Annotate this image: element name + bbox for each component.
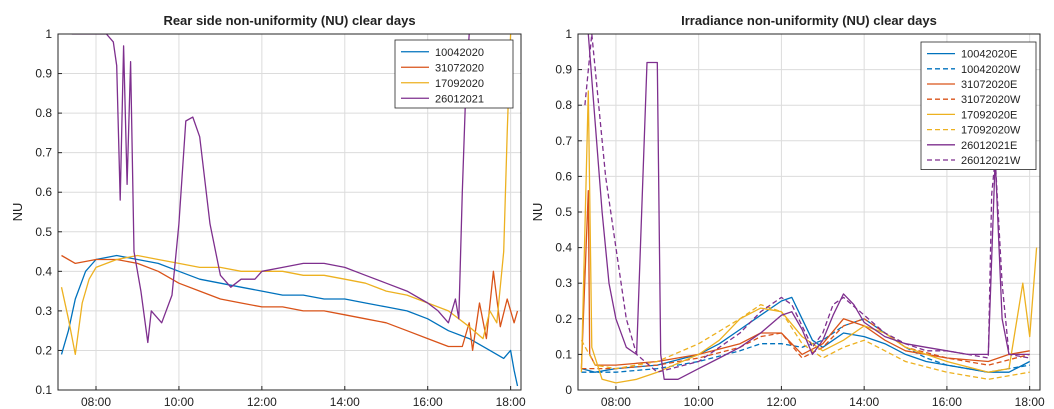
y-tick-label: 0.9 <box>35 67 52 81</box>
x-tick-label: 10:00 <box>684 395 714 409</box>
x-tick-label: 16:00 <box>932 395 962 409</box>
legend-label: 10042020E <box>961 49 1017 61</box>
legend-label: 26012021E <box>961 140 1017 152</box>
y-tick-label: 0.2 <box>35 343 52 357</box>
series-line-17092020W <box>580 303 1030 380</box>
y-tick-label: 0.1 <box>35 383 52 397</box>
x-tick-label: 18:00 <box>496 395 526 409</box>
x-tick-label: 14:00 <box>330 395 360 409</box>
y-tick-label: 0.1 <box>555 347 572 361</box>
series-group <box>60 34 519 387</box>
y-tick-label: 0.5 <box>555 205 572 219</box>
x-tick-label: 12:00 <box>247 395 277 409</box>
legend-label: 10042020 <box>435 47 484 59</box>
legend: 10042020 31072020 17092020 26012021 <box>394 39 514 109</box>
series-line-10042020W <box>581 318 1030 373</box>
x-tick-label: 10:00 <box>164 395 194 409</box>
series-line-26012021 <box>71 34 470 344</box>
y-tick-label: 0.4 <box>35 264 52 278</box>
x-tick-label: 14:00 <box>849 395 879 409</box>
y-tick-label: 0.5 <box>35 225 52 239</box>
y-tick-label: 0.2 <box>555 312 572 326</box>
legend-label: 17092020W <box>961 125 1021 137</box>
legend-label: 31072020W <box>961 94 1021 106</box>
series-line-10042020E <box>581 296 1030 373</box>
x-tick-label: 18:00 <box>1015 395 1045 409</box>
series-line-31072020 <box>61 254 519 352</box>
chart-title: Rear side non-uniformity (NU) clear days <box>163 13 415 28</box>
x-tick-label: 08:00 <box>81 395 111 409</box>
series-line-26012021E <box>587 34 1030 380</box>
x-tick-label: 16:00 <box>413 395 443 409</box>
y-tick-label: 0.3 <box>555 276 572 290</box>
y-tick-label: 0.8 <box>35 106 52 120</box>
y-tick-label: 0.4 <box>555 241 572 255</box>
legend-label: 10042020W <box>961 64 1021 76</box>
y-tick-label: 1 <box>45 27 52 41</box>
series-line-10042020 <box>60 254 519 387</box>
legend-box <box>920 41 1037 170</box>
y-tick-label: 0.7 <box>35 146 52 160</box>
y-tick-label: 0.8 <box>555 98 572 112</box>
series-line-17092020 <box>60 34 512 356</box>
y-tick-label: 0 <box>565 383 572 397</box>
series-line-31072020E <box>580 189 1030 369</box>
chart-panel-2: 0 0.1 0.2 0.3 0.4 0.5 0.6 0.7 0.8 0.9 1 08:00 10:00 1… <box>530 13 1045 409</box>
y-tick-label: 1 <box>565 27 572 41</box>
chart-panel-1: 0.1 0.2 0.3 0.4 0.5 0.6 0.7 0.8 0.9 1 08:00 10:00 12… <box>10 13 526 409</box>
series-line-31072020W <box>581 318 1030 370</box>
series-line-17092020E <box>580 90 1038 384</box>
legend-label: 26012021W <box>961 155 1021 167</box>
series-line-26012021W <box>584 34 1030 373</box>
legend-label: 17092020 <box>435 78 484 90</box>
y-tick-label: 0.3 <box>35 304 52 318</box>
y-axis-label: NU <box>10 203 25 222</box>
y-axis-label: NU <box>530 203 545 222</box>
legend-label: 31072020 <box>435 62 484 74</box>
y-tick-label: 0.9 <box>555 63 572 77</box>
y-tick-label: 0.7 <box>555 134 572 148</box>
x-tick-label: 12:00 <box>766 395 796 409</box>
x-tick-label: 08:00 <box>601 395 631 409</box>
chart-title: Irradiance non-uniformity (NU) clear day… <box>681 13 937 28</box>
legend-label: 26012021 <box>435 93 484 105</box>
y-tick-label: 0.6 <box>555 169 572 183</box>
legend-label: 31072020E <box>961 79 1017 91</box>
series-group <box>580 34 1038 384</box>
legend-label: 17092020E <box>961 109 1017 121</box>
axes-frame <box>57 33 522 391</box>
legend: 10042020E 10042020W 31072020E 31072020W 1709… <box>920 41 1037 170</box>
y-tick-label: 0.6 <box>35 185 52 199</box>
